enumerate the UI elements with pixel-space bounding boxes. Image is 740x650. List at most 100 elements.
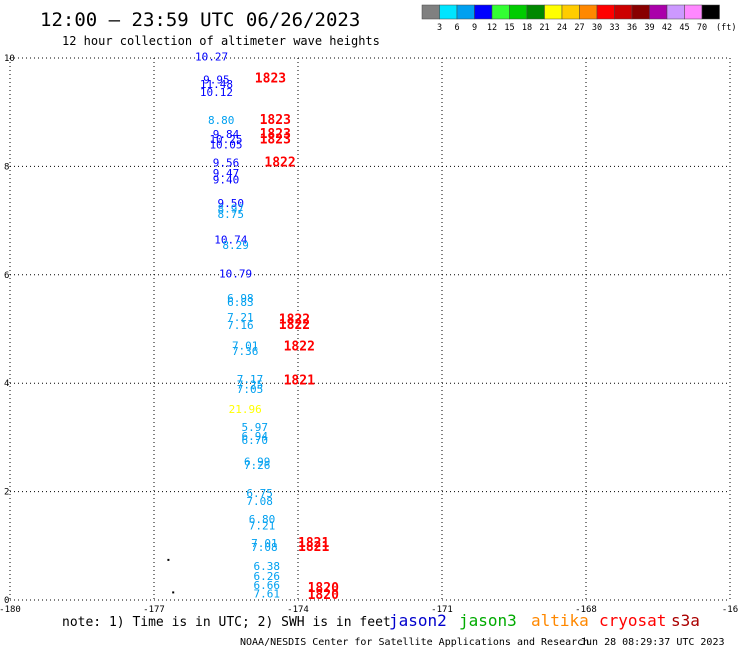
wave-height-label: 8.97: [218, 202, 245, 215]
credit-line: NOAA/NESDIS Center for Satellite Applica…: [240, 637, 589, 648]
colorbar-swatch: [526, 4, 545, 20]
wave-height-label: 21.96: [229, 403, 262, 416]
wave-height-label: 7.25: [237, 379, 264, 392]
colorbar-swatch: [666, 4, 685, 20]
wave-height-label: 10.25: [209, 133, 242, 146]
wave-height-label: 6.38: [254, 560, 281, 573]
colorbar-tick-label: 12: [487, 23, 497, 33]
wave-height-label: 7.21: [227, 311, 254, 324]
timestamp: Jun 28 08:29:37 UTC 2023: [580, 637, 725, 648]
satellite-legend-s3a: s3a: [671, 611, 700, 630]
wave-height-label: 7.16: [227, 319, 254, 332]
pass-label: 1823: [260, 127, 291, 142]
colorbar-tick-label: 33: [609, 23, 619, 33]
x-tick-label: -174: [287, 605, 309, 615]
colorbar-swatch: [544, 4, 563, 20]
pass-label: 1823: [260, 113, 291, 128]
x-tick-label: -180: [0, 605, 21, 615]
colorbar-tick-label: 39: [644, 23, 654, 33]
wave-height-label: 7.01: [232, 340, 259, 353]
wave-height-label: 9.40: [213, 174, 240, 187]
wave-height-label: 11.48: [200, 78, 233, 91]
wave-height-label: 7.17: [237, 373, 264, 386]
chart-subtitle: 12 hour collection of altimeter wave hei…: [62, 34, 380, 48]
wave-height-label: 10.12: [200, 86, 233, 99]
colorbar-swatch: [474, 4, 493, 20]
wave-height-label: 10.74: [214, 233, 247, 246]
colorbar-swatch: [631, 4, 650, 20]
pass-label: 1822: [279, 313, 310, 328]
colorbar-tick-label: 36: [627, 23, 637, 33]
wave-height-label: 7.61: [254, 587, 281, 600]
y-tick-label: 4: [4, 379, 9, 389]
wave-height-label: 7.26: [244, 459, 271, 472]
pass-label: 1823: [255, 71, 286, 86]
satellite-legend-jason3: jason3: [459, 611, 517, 630]
wave-height-label: 7.08: [246, 495, 273, 508]
wave-height-label: 6.66: [254, 579, 281, 592]
track-dots: [167, 558, 175, 594]
wave-height-label: 10.27: [195, 51, 228, 64]
pass-label: 1822: [264, 155, 295, 170]
colorbar-tick-label: 30: [592, 23, 602, 33]
wave-height-label: 9.95: [203, 73, 230, 86]
colorbar-tick-label: 18: [522, 23, 532, 33]
colorbar-swatch: [684, 4, 703, 20]
track-dot: [172, 591, 175, 594]
wave-height-label: 6.94: [242, 430, 269, 443]
wave-height-label: 9.47: [213, 167, 240, 180]
colorbar-unit: (ft): [716, 23, 736, 33]
colorbar-tick-label: 24: [557, 23, 567, 33]
wave-height-label: 8.75: [218, 208, 245, 221]
chart-title: 12:00 – 23:59 UTC 06/26/2023: [40, 9, 360, 31]
wave-height-label: 6.80: [249, 513, 276, 526]
colorbar-swatch: [649, 4, 668, 20]
wave-height-label: 7.36: [232, 345, 259, 358]
wave-height-label: 6.98: [227, 292, 254, 305]
wave-height-label: 7.08: [251, 541, 278, 554]
colorbar-swatch: [614, 4, 633, 20]
colorbar-swatch: [509, 4, 528, 20]
pass-labels: 1823182318231823182218221822182218211821…: [255, 71, 339, 603]
x-tick-label: -171: [431, 605, 453, 615]
colorbar-tick-label: 3: [437, 23, 442, 33]
satellite-legend-cryosat: cryosat: [599, 611, 666, 630]
satellite-legend-jason2: jason2: [389, 611, 447, 630]
y-tick-label: 6: [4, 271, 9, 281]
chart-grid: [9, 57, 731, 601]
wave-height-label: 6.75: [246, 487, 273, 500]
wave-height-label: 6.99: [244, 456, 271, 469]
pass-label: 1823: [260, 133, 291, 148]
axis-ticks: -180 -177 -174 -171 -168 -16 0 2 4 6 8 10: [0, 54, 738, 615]
y-tick-label: 2: [4, 488, 9, 498]
satellite-legend-altika: altika: [531, 611, 589, 630]
wave-height-label: 9.50: [218, 197, 245, 210]
pass-label: 1822: [279, 318, 310, 333]
wave-height-label: 6.83: [227, 296, 254, 309]
wave-height-label: 8.29: [222, 239, 249, 252]
colorbar-swatch: [491, 4, 510, 20]
x-tick-label: -168: [575, 605, 597, 615]
wave-height-label: 10.79: [219, 268, 252, 281]
wave-height-label: 9.56: [213, 156, 240, 169]
colorbar-swatch: [439, 4, 458, 20]
pass-label: 1821: [284, 373, 315, 388]
pass-label: 1821: [298, 536, 329, 551]
pass-label: 1822: [284, 340, 315, 355]
y-tick-label: 8: [4, 162, 9, 172]
colorbar-swatch: [701, 4, 720, 20]
colorbar-swatch: [561, 4, 580, 20]
colorbar-tick-label: 70: [697, 23, 707, 33]
x-tick-label: -177: [143, 605, 165, 615]
track-dot: [167, 558, 170, 561]
y-tick-label: 10: [4, 54, 15, 64]
colorbar-tick-label: 15: [504, 23, 514, 33]
wave-height-label: 7.21: [249, 520, 276, 533]
colorbar: 3 6 9 12 15 18 21 24 27 30 33 36 39 42 45 70: [421, 4, 720, 33]
wave-height-label: 7.05: [237, 383, 264, 396]
colorbar-swatch: [456, 4, 475, 20]
wave-height-label: 5.97: [242, 421, 269, 434]
pass-label: 1821: [298, 540, 329, 555]
